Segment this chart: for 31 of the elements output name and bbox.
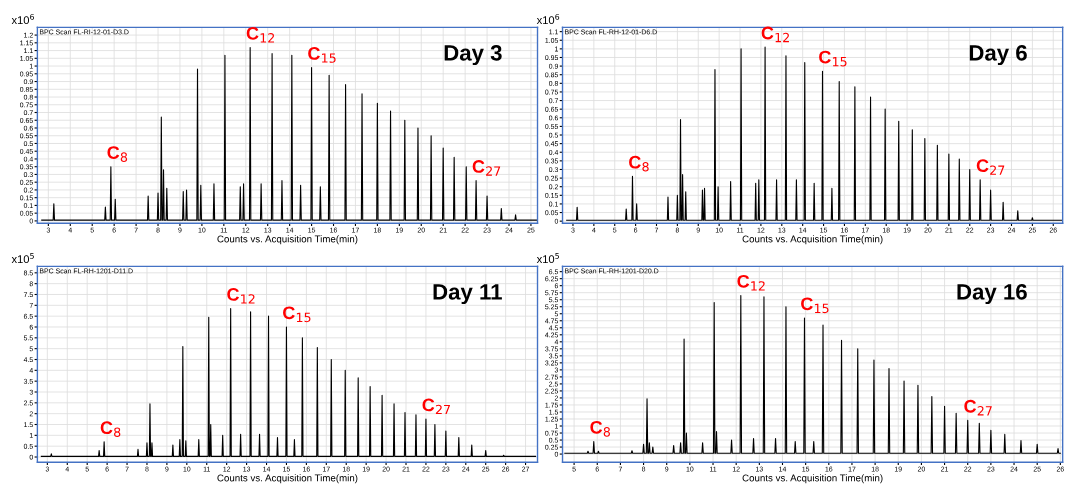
annotation: C$_{8}$: [100, 421, 121, 438]
annotation: C$_{8}$: [590, 420, 610, 437]
annotation: C$_{15}$: [308, 47, 336, 63]
annotation: C$_{27}$: [964, 399, 992, 416]
annotation: C$_{12}$: [227, 288, 255, 304]
annotation: C$_{27}$: [976, 159, 1005, 175]
annotation: C$_{12}$: [761, 26, 789, 43]
text: Day 6: [969, 44, 1027, 66]
line-series: [566, 46, 1063, 221]
annotation: C$_{27}$: [422, 398, 450, 415]
text: Day 3: [444, 44, 502, 66]
annotation: C$_{27}$: [472, 160, 501, 176]
y-axis-title: x10$^{6}$: [11, 13, 35, 25]
line-series: [41, 46, 538, 221]
annotation: C$_{8}$: [107, 146, 128, 162]
x-axis-title: Counts vs. Acquisition Time(min): [742, 474, 883, 484]
x-axis-title: Counts vs. Acquisition Time(min): [217, 235, 358, 245]
y-axis-title: x10$^{6}$: [536, 13, 560, 25]
y-axis-title: x10$^{5}$: [11, 253, 34, 264]
y-axis-title: x10$^{5}$: [536, 253, 559, 264]
x-axis-title: Counts vs. Acquisition Time(min): [742, 235, 883, 245]
x-axis-title: Counts vs. Acquisition Time(min): [217, 474, 358, 484]
text: Day 11: [433, 284, 502, 305]
annotation: C$_{12}$: [246, 26, 275, 43]
annotation: C$_{8}$: [629, 155, 649, 172]
annotation: C$_{15}$: [801, 297, 829, 314]
annotation: C$_{12}$: [737, 274, 765, 291]
annotation: C$_{15}$: [819, 50, 847, 67]
text: Day 16: [957, 283, 1027, 305]
annotation: C$_{15}$: [283, 306, 311, 323]
line-series: [40, 308, 537, 457]
